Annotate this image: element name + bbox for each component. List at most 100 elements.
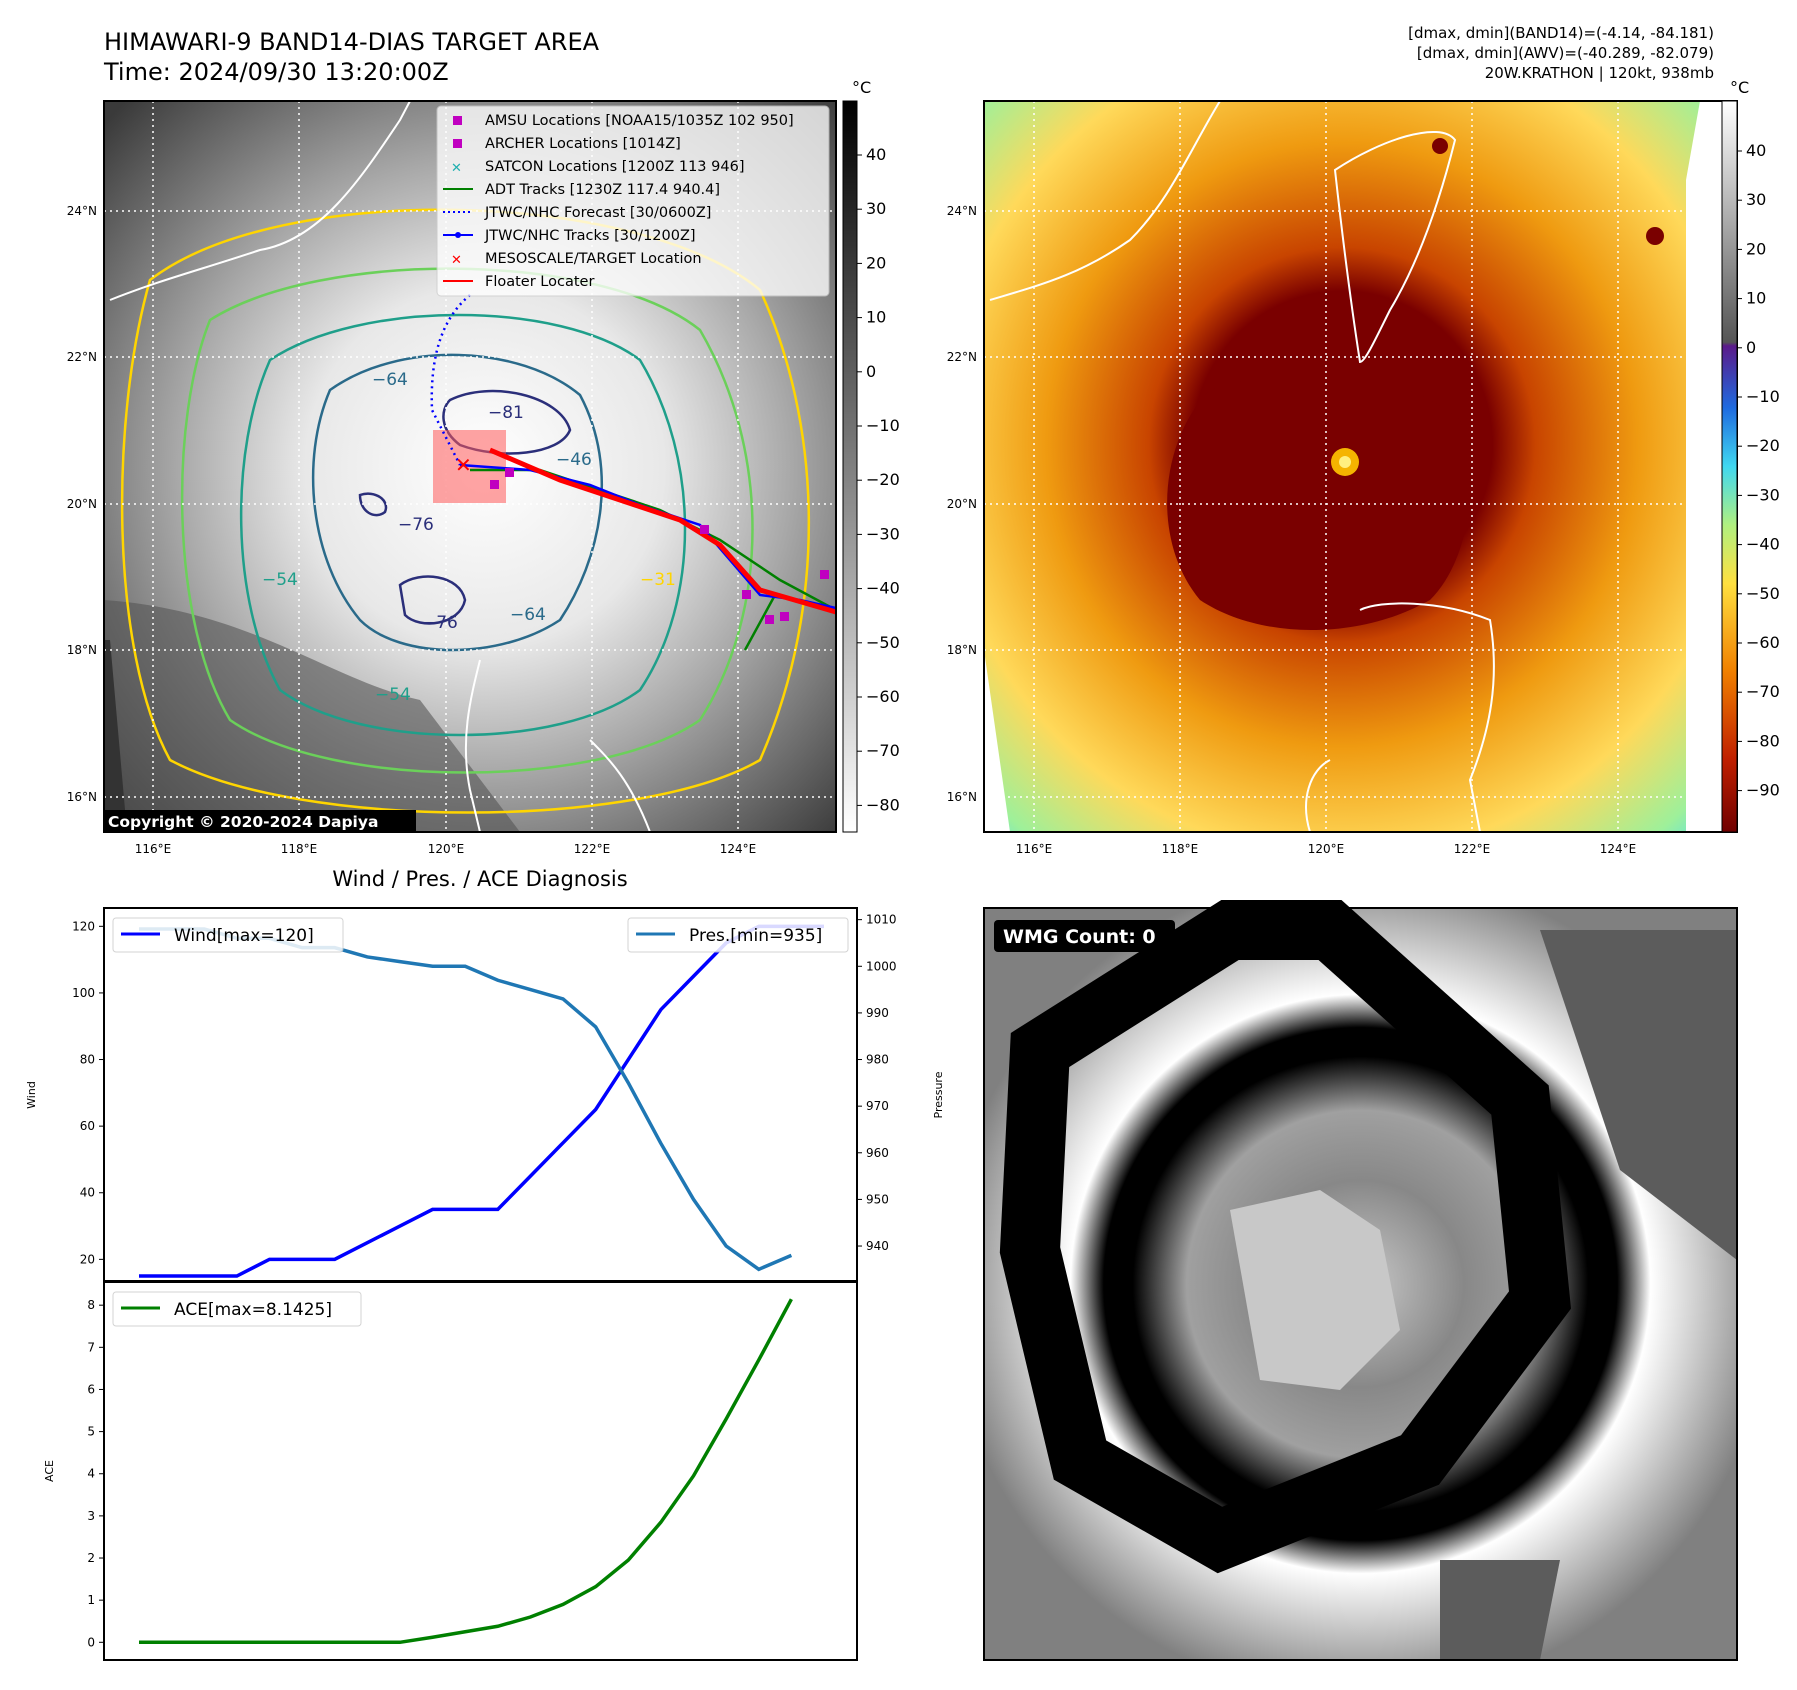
ace-tick-label: 0 bbox=[87, 1635, 95, 1649]
ace-tick-label: 7 bbox=[87, 1340, 95, 1354]
legend-label: MESOSCALE/TARGET Location bbox=[485, 251, 702, 267]
lat-tick: 20°N bbox=[947, 497, 977, 511]
contour-label: −76 bbox=[422, 613, 458, 633]
lon-tick: 124°E bbox=[720, 842, 757, 856]
wmg-panel: WMG Count: 0 bbox=[984, 900, 1737, 1660]
svg-text:✕: ✕ bbox=[451, 253, 462, 268]
coastline-china bbox=[109, 101, 411, 301]
right-map-lon-ticks: 116°E 118°E 120°E 122°E 124°E bbox=[1016, 842, 1637, 856]
lon-tick: 124°E bbox=[1600, 842, 1637, 856]
ir-map: ✕ −81 −76 −76 −64 −64 −54 −54 −31 −46 AM… bbox=[104, 101, 836, 832]
contour-label: −46 bbox=[556, 450, 592, 470]
lat-tick: 22°N bbox=[947, 350, 977, 364]
contour-label: −64 bbox=[510, 605, 546, 625]
colorbar-tick-label: −50 bbox=[866, 633, 900, 652]
lat-tick: 20°N bbox=[67, 497, 97, 511]
colorbar-tick-label: 40 bbox=[1746, 141, 1766, 160]
legend-label: Pres.[min=935] bbox=[689, 926, 822, 946]
title-line-2: Time: 2024/09/30 13:20:00Z bbox=[103, 58, 449, 86]
left-colorbar: °C 40 30 20 10 0 −10 −20 −30 −40 −50 −60 −70 −80 bbox=[842, 78, 900, 833]
legend-label: SATCON Locations [1200Z 113 946] bbox=[485, 159, 744, 175]
lat-tick: 18°N bbox=[67, 643, 97, 657]
wmg-count: WMG Count: 0 bbox=[1003, 926, 1156, 948]
wind-tick-label: 40 bbox=[80, 1186, 95, 1200]
lat-tick: 18°N bbox=[947, 643, 977, 657]
lon-tick: 120°E bbox=[428, 842, 465, 856]
colorbar-tick-label: −70 bbox=[1746, 682, 1780, 701]
pressure-tick-label: 970 bbox=[866, 1099, 889, 1113]
colorbar-tick-label: −60 bbox=[1746, 633, 1780, 652]
colorbar-tick-label: 20 bbox=[866, 253, 886, 272]
colorbar-tick-label: 30 bbox=[866, 199, 886, 218]
info-line-1: [dmax, dmin](BAND14)=(-4.14, -84.181) bbox=[1408, 24, 1714, 42]
coastline-china-right bbox=[989, 101, 1221, 301]
colorbar-tick-label: −80 bbox=[1746, 731, 1780, 750]
wind-tick-label: 100 bbox=[72, 986, 95, 1000]
pressure-tick-label: 990 bbox=[866, 1006, 889, 1020]
colorbar-tick-label: −20 bbox=[1746, 436, 1780, 455]
colorbar-tick-label: −30 bbox=[866, 524, 900, 543]
ace-tick-label: 3 bbox=[87, 1509, 95, 1523]
colorbar-tick-label: −70 bbox=[866, 741, 900, 760]
colorbar-tick-label: −10 bbox=[1746, 387, 1780, 406]
pressure-tick-label: 980 bbox=[866, 1053, 889, 1067]
colorbar-tick-label: 10 bbox=[866, 308, 886, 327]
title-line-1: HIMAWARI-9 BAND14-DIAS TARGET AREA bbox=[104, 28, 600, 56]
colorbar-tick-label: 0 bbox=[1746, 338, 1756, 357]
legend-label: JTWC/NHC Tracks [30/1200Z] bbox=[484, 228, 696, 244]
copyright: Copyright © 2020-2024 Dapiya bbox=[108, 813, 378, 831]
coastline-taiwan bbox=[1333, 131, 1457, 364]
legend-label: Wind[max=120] bbox=[174, 926, 314, 946]
ace-tick-label: 4 bbox=[87, 1467, 95, 1481]
lon-tick: 118°E bbox=[281, 842, 318, 856]
pressure-tick-label: 960 bbox=[866, 1146, 889, 1160]
contour-label: −54 bbox=[375, 685, 411, 705]
mesoscale-target-marker: ✕ bbox=[455, 453, 472, 477]
contour-label: −64 bbox=[372, 370, 408, 390]
legend-label: ADT Tracks [1230Z 117.4 940.4] bbox=[485, 182, 720, 198]
track-legend: AMSU Locations [NOAA15/1035Z 102 950] AR… bbox=[436, 105, 830, 297]
wind-tick-label: 120 bbox=[72, 919, 95, 933]
colorbar-tick-label: −60 bbox=[866, 687, 900, 706]
colorbar-tick-label: −30 bbox=[1746, 485, 1780, 504]
colorbar-tick-label: −40 bbox=[1746, 535, 1780, 554]
ace-legend: ACE[max=8.1425] bbox=[112, 1291, 362, 1327]
contour-steel bbox=[311, 353, 604, 652]
contour-label: −54 bbox=[262, 570, 298, 590]
wind-axis-label: Wind bbox=[25, 1081, 38, 1109]
ace-tick-label: 6 bbox=[87, 1382, 95, 1396]
pressure-tick-label: 1000 bbox=[866, 959, 897, 973]
contour-navy-2 bbox=[398, 575, 467, 625]
pressure-legend: Pres.[min=935] bbox=[627, 917, 849, 953]
lat-tick: 24°N bbox=[67, 204, 97, 218]
wind-series-line bbox=[139, 924, 824, 1278]
ace-tick-label: 5 bbox=[87, 1425, 95, 1439]
coastline-luzon-right bbox=[1305, 602, 1495, 832]
wind-legend: Wind[max=120] bbox=[112, 917, 344, 953]
colorbar-tick-label: 30 bbox=[1746, 190, 1766, 209]
ace-series-line bbox=[139, 1298, 793, 1645]
left-map-lat-ticks: 24°N 22°N 20°N 18°N 16°N bbox=[67, 204, 97, 804]
legend-label: JTWC/NHC Forecast [30/0600Z] bbox=[484, 205, 711, 221]
wind-tick-label: 60 bbox=[80, 1119, 95, 1133]
lon-tick: 118°E bbox=[1162, 842, 1199, 856]
svg-text:✕: ✕ bbox=[451, 161, 462, 176]
floater-track bbox=[489, 447, 836, 615]
legend-label: AMSU Locations [NOAA15/1035Z 102 950] bbox=[485, 113, 794, 129]
colorbar-tick-label: −40 bbox=[866, 579, 900, 598]
pressure-axis-label: Pressure bbox=[932, 1071, 945, 1118]
lon-tick: 116°E bbox=[1016, 842, 1053, 856]
ace-tick-label: 1 bbox=[87, 1593, 95, 1607]
colorbar-tick-label: −20 bbox=[866, 470, 900, 489]
contour-label: −31 bbox=[640, 570, 676, 590]
ace-tick-label: 8 bbox=[87, 1298, 95, 1312]
contour-teal bbox=[239, 313, 687, 737]
colorbar-tick-label: 40 bbox=[866, 145, 886, 164]
pressure-tick-label: 1010 bbox=[866, 913, 897, 927]
left-colorbar-unit: °C bbox=[852, 78, 871, 97]
left-map-lon-ticks: 116°E 118°E 120°E 122°E 124°E bbox=[135, 842, 757, 856]
colorbar-tick-label: 20 bbox=[1746, 239, 1766, 258]
lon-tick: 120°E bbox=[1308, 842, 1345, 856]
legend-label: ARCHER Locations [1014Z] bbox=[485, 136, 681, 152]
